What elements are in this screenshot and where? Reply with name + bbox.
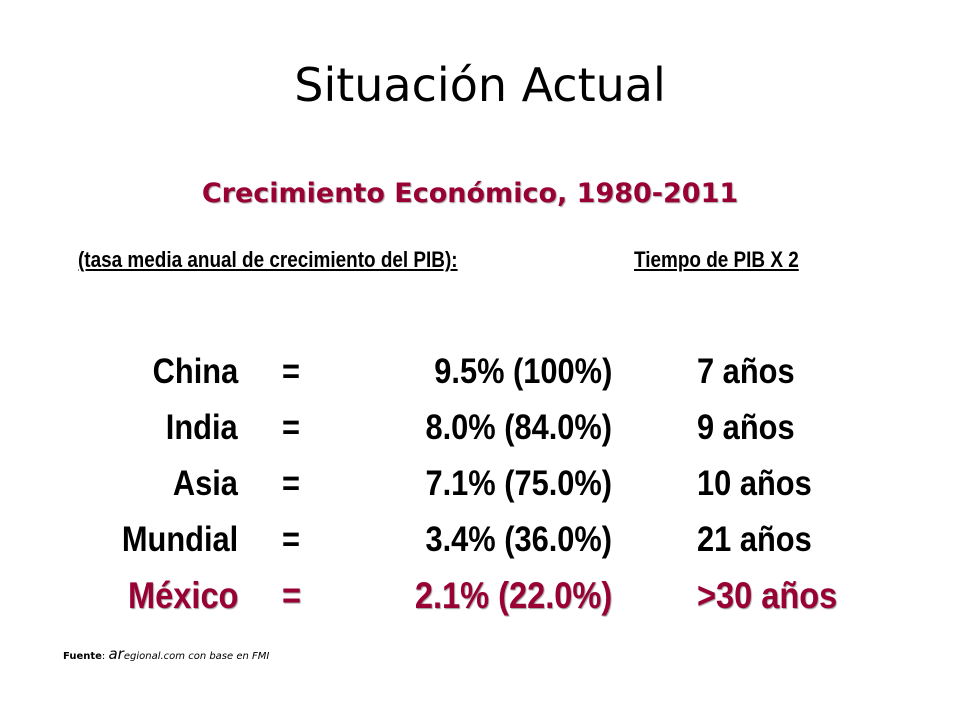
country-name: China [152, 352, 238, 391]
equals-sign: = [282, 520, 300, 559]
column-header-doubling-time: Tiempo de PIB X 2 [634, 247, 799, 272]
slide-title: Situación Actual [294, 58, 666, 112]
country-name: India [166, 408, 238, 447]
source-brand: ar [108, 645, 124, 663]
country-name: Mundial [121, 520, 238, 559]
growth-rate-value: 3.4% (36.0%) [425, 520, 612, 559]
source-note: Fuente: aregional.com con base en FMI [63, 645, 269, 663]
slide-subtitle: Crecimiento Económico, 1980-2011 [201, 178, 739, 209]
doubling-time-value: 21 años [697, 520, 812, 559]
doubling-time-value: 10 años [697, 464, 812, 503]
equals-sign: = [282, 575, 302, 616]
table-row-mexico: México = 2.1% (22.0%) >30 años [0, 575, 960, 623]
table-row-china: China = 9.5% (100%) 7 años [0, 352, 960, 400]
doubling-time-value: 7 años [697, 352, 795, 391]
country-name: Asia [172, 464, 238, 503]
doubling-time-value: 9 años [697, 408, 795, 447]
equals-sign: = [282, 352, 300, 391]
growth-rate-value: 2.1% (22.0%) [414, 575, 612, 616]
growth-rate-value: 8.0% (84.0%) [425, 408, 612, 447]
table-row-asia: Asia = 7.1% (75.0%) 10 años [0, 464, 960, 512]
growth-rate-value: 9.5% (100%) [433, 352, 612, 391]
column-header-growth-rate: (tasa media anual de crecimiento del PIB… [78, 247, 458, 272]
equals-sign: = [282, 464, 300, 503]
country-name: México [127, 575, 238, 616]
growth-rate-value: 7.1% (75.0%) [425, 464, 612, 503]
doubling-time-value: >30 años [697, 575, 838, 616]
source-label: Fuente [63, 651, 102, 662]
source-text: egional.com con base en FMI [123, 651, 270, 662]
table-row-mundial: Mundial = 3.4% (36.0%) 21 años [0, 520, 960, 568]
table-row-india: India = 8.0% (84.0%) 9 años [0, 408, 960, 456]
equals-sign: = [282, 408, 300, 447]
source-colon: : [101, 651, 109, 662]
